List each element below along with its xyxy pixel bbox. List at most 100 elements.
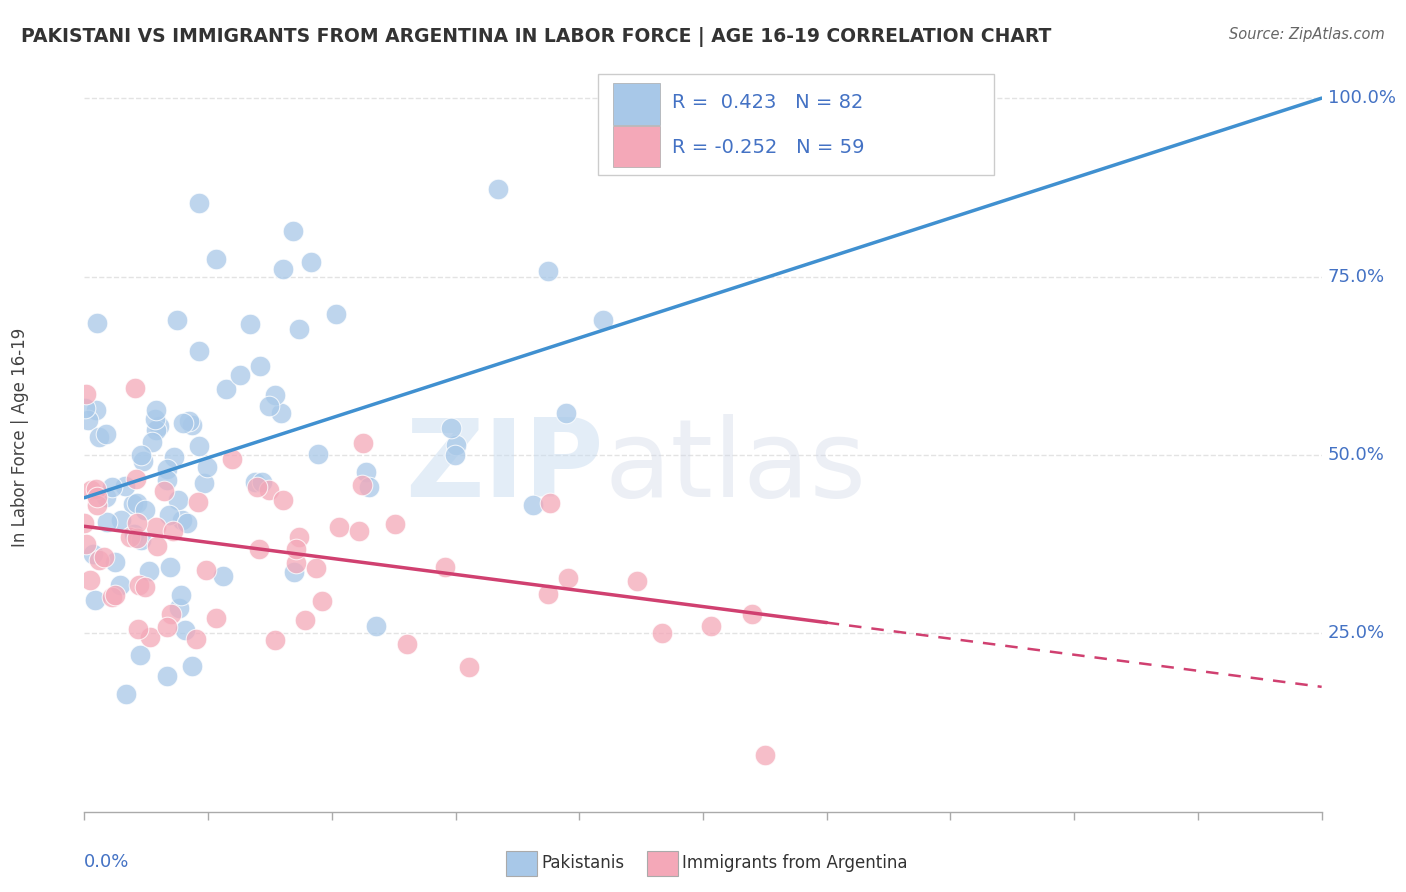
Point	[156, 461, 179, 475]
Point	[366, 619, 388, 633]
Point	[104, 588, 127, 602]
Point	[186, 632, 208, 647]
Text: Pakistanis: Pakistanis	[541, 855, 624, 872]
Point	[457, 660, 479, 674]
Point	[396, 637, 419, 651]
Point	[84, 482, 107, 496]
Point	[131, 454, 153, 468]
FancyBboxPatch shape	[598, 74, 994, 175]
Point	[180, 659, 202, 673]
Point	[299, 254, 322, 268]
Point	[86, 316, 108, 330]
Point	[384, 516, 406, 531]
Point	[270, 406, 292, 420]
Point	[156, 669, 179, 683]
Point	[96, 490, 118, 504]
Point	[75, 537, 97, 551]
Point	[311, 594, 333, 608]
Text: 50.0%: 50.0%	[1327, 446, 1385, 464]
Point	[131, 533, 153, 547]
Point	[79, 573, 101, 587]
Point	[664, 128, 686, 143]
Point	[156, 620, 179, 634]
Text: 75.0%: 75.0%	[1327, 268, 1385, 285]
Point	[121, 497, 143, 511]
Point	[187, 439, 209, 453]
Point	[249, 359, 271, 374]
Point	[134, 580, 156, 594]
Point	[152, 483, 174, 498]
Point	[325, 307, 347, 321]
Point	[139, 630, 162, 644]
Point	[94, 427, 117, 442]
Point	[288, 322, 311, 336]
Point	[124, 527, 146, 541]
Point	[73, 401, 96, 416]
Point	[245, 475, 267, 489]
Point	[194, 563, 217, 577]
Point	[215, 382, 238, 396]
Point	[86, 498, 108, 512]
Point	[229, 368, 252, 382]
Point	[193, 476, 215, 491]
Point	[101, 480, 124, 494]
Point	[538, 495, 561, 509]
Point	[73, 516, 96, 531]
Point	[195, 459, 218, 474]
Point	[239, 317, 262, 331]
Point	[205, 252, 228, 267]
Point	[347, 524, 370, 539]
Point	[626, 574, 648, 589]
Text: PAKISTANI VS IMMIGRANTS FROM ARGENTINA IN LABOR FORCE | AGE 16-19 CORRELATION CH: PAKISTANI VS IMMIGRANTS FROM ARGENTINA I…	[21, 27, 1052, 46]
Text: Immigrants from Argentina: Immigrants from Argentina	[682, 855, 907, 872]
Text: 0.0%: 0.0%	[84, 853, 129, 871]
Point	[143, 412, 166, 426]
Point	[284, 556, 307, 570]
Point	[93, 550, 115, 565]
Point	[283, 224, 305, 238]
Point	[283, 565, 305, 579]
Point	[84, 592, 107, 607]
Point	[284, 541, 307, 556]
Text: R = -0.252   N = 59: R = -0.252 N = 59	[672, 137, 865, 157]
Point	[221, 452, 243, 467]
Text: atlas: atlas	[605, 414, 866, 520]
Point	[104, 555, 127, 569]
Point	[80, 483, 103, 498]
Point	[247, 541, 270, 556]
Point	[250, 475, 273, 489]
Text: 100.0%: 100.0%	[1327, 89, 1396, 107]
Point	[134, 503, 156, 517]
Point	[212, 569, 235, 583]
Point	[125, 472, 148, 486]
Point	[157, 508, 180, 522]
Point	[166, 312, 188, 326]
Point	[554, 406, 576, 420]
Point	[699, 619, 721, 633]
Text: 25.0%: 25.0%	[1327, 624, 1385, 642]
Point	[114, 479, 136, 493]
Point	[145, 519, 167, 533]
Point	[118, 530, 141, 544]
Point	[162, 450, 184, 464]
Point	[180, 418, 202, 433]
Point	[169, 588, 191, 602]
Point	[160, 607, 183, 621]
Point	[350, 478, 373, 492]
Point	[440, 421, 463, 435]
Point	[128, 578, 150, 592]
Point	[128, 648, 150, 663]
Point	[328, 520, 350, 534]
Point	[522, 499, 544, 513]
Point	[166, 493, 188, 508]
Point	[156, 473, 179, 487]
Point	[124, 381, 146, 395]
Point	[125, 496, 148, 510]
Point	[86, 490, 108, 504]
Point	[741, 607, 763, 621]
Point	[359, 480, 381, 494]
Point	[96, 515, 118, 529]
Point	[188, 343, 211, 358]
Point	[288, 530, 311, 544]
Point	[651, 625, 673, 640]
